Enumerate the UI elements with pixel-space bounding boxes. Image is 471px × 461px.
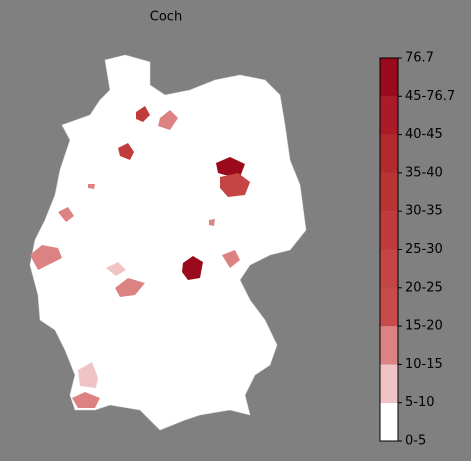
region bbox=[216, 157, 245, 177]
colorbar-label: 10-15 bbox=[405, 357, 443, 372]
colorbar-segment bbox=[380, 402, 398, 441]
germany-map bbox=[29, 54, 307, 431]
region bbox=[209, 219, 215, 226]
region bbox=[106, 262, 126, 276]
colorbar-label: 20-25 bbox=[405, 280, 443, 295]
colorbar-segment bbox=[380, 172, 398, 212]
region bbox=[220, 173, 250, 197]
colorbar-label: 25-30 bbox=[405, 242, 443, 257]
colorbar-segment bbox=[380, 134, 398, 173]
region bbox=[115, 278, 145, 297]
region bbox=[88, 184, 95, 189]
region bbox=[158, 110, 178, 130]
region bbox=[136, 106, 150, 122]
colorbar-segment bbox=[380, 287, 398, 327]
colorbar-label: 15-20 bbox=[405, 319, 443, 334]
colorbar-segment bbox=[380, 96, 398, 135]
colorbar-segment bbox=[380, 364, 398, 403]
region bbox=[58, 207, 74, 222]
colorbar-segment bbox=[380, 211, 398, 250]
region bbox=[72, 392, 100, 408]
colorbar-label: 5-10 bbox=[405, 395, 435, 410]
map-title: Coch bbox=[150, 10, 182, 25]
country-outline bbox=[29, 54, 307, 431]
colorbar-segment bbox=[380, 326, 398, 365]
colorbar-segment bbox=[380, 58, 398, 97]
colorbar-label: 0-5 bbox=[405, 434, 426, 449]
colorbar-label: 30-35 bbox=[405, 204, 443, 219]
region bbox=[118, 143, 134, 160]
region bbox=[78, 362, 98, 388]
colorbar-label: 40-45 bbox=[405, 127, 443, 142]
colorbar: 0-5 5-10 10-15 15-20 20-25 25-30 30-35 35-40 40-… bbox=[379, 51, 455, 449]
region bbox=[182, 256, 203, 280]
colorbar-label: 45-76.7 bbox=[405, 89, 455, 104]
region bbox=[30, 245, 62, 270]
region bbox=[222, 250, 240, 268]
colorbar-segment bbox=[380, 249, 398, 288]
colorbar-label: 76.7 bbox=[405, 51, 434, 66]
colorbar-label: 35-40 bbox=[405, 165, 443, 180]
